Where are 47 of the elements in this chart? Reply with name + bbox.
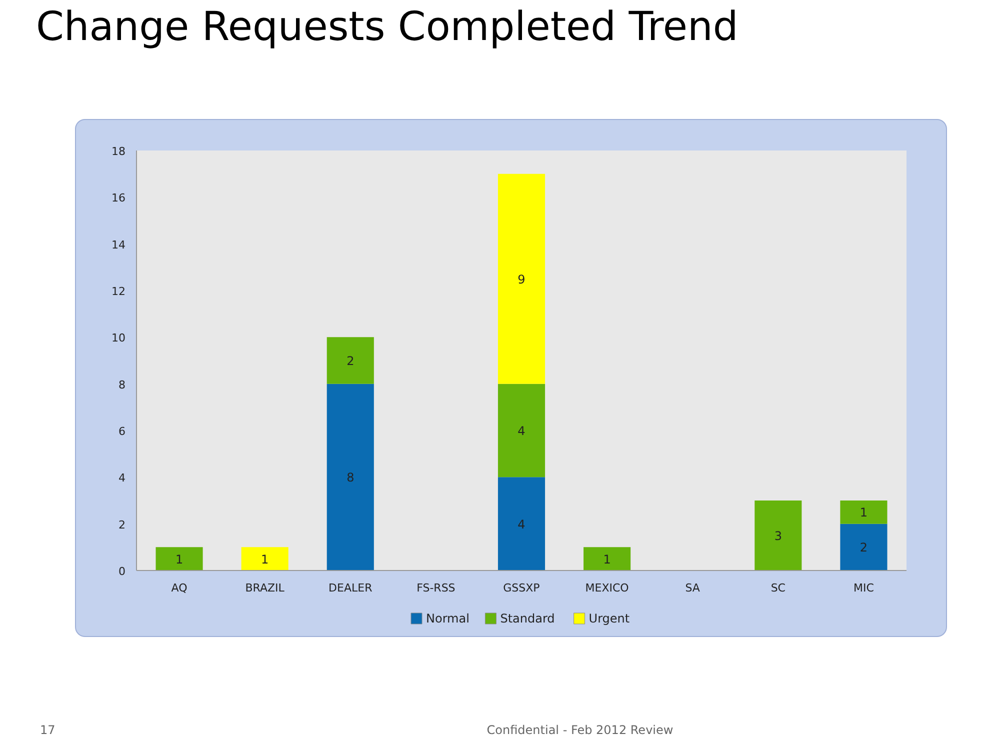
data-label: 4 (518, 424, 526, 438)
data-label: 8 (346, 470, 354, 485)
text: Confidential - Feb 2012 Review (486, 722, 674, 739)
data-label: 1 (261, 552, 269, 566)
x-tick-label: MIC (854, 582, 874, 594)
bar (840, 524, 888, 570)
y-tick-label: 4 (118, 472, 126, 485)
y-tick-label: 2 (118, 518, 126, 532)
chart-title: Change Requests Completed Trend (36, 4, 738, 50)
y-tick-label: 14 (112, 238, 126, 252)
data-label: 2 (860, 540, 868, 555)
bar (840, 500, 888, 524)
legend-label: Normal (426, 612, 470, 626)
x-tick-label: FS-RSS (416, 582, 456, 594)
data-label: 2 (346, 354, 354, 368)
bar (498, 174, 546, 384)
bar (156, 547, 203, 570)
bar (498, 384, 546, 478)
text: 17 (40, 722, 56, 739)
bar (498, 477, 546, 570)
data-label: 4 (518, 517, 526, 532)
x-tick-label: SA (685, 582, 700, 594)
bar (326, 337, 374, 384)
y-tick-label: 10 (112, 332, 126, 345)
x-tick-label: SC (770, 582, 786, 594)
data-label: 3 (774, 529, 782, 543)
y-tick-label: 18 (112, 145, 126, 158)
bar (241, 547, 288, 570)
data-label: 1 (175, 552, 184, 566)
x-tick-label: AQ (171, 582, 188, 594)
data-label: 1 (603, 552, 611, 566)
y-tick-label: 6 (118, 425, 126, 438)
bar (326, 384, 374, 570)
data-label: 9 (518, 272, 526, 286)
data-label: 1 (860, 506, 868, 520)
x-tick-label: MEXICO (585, 582, 630, 594)
bar (754, 500, 802, 570)
y-tick-label: 0 (118, 565, 126, 578)
x-tick-label: DEALER (328, 582, 373, 594)
bar (584, 547, 631, 570)
y-tick-label: 16 (112, 192, 126, 205)
y-tick-label: 8 (118, 378, 126, 392)
x-tick-label: GSSXP (503, 582, 540, 594)
x-tick-label: BRAZIL (245, 582, 286, 594)
y-tick-label: 12 (112, 285, 126, 298)
legend-label: Urgent (588, 612, 630, 626)
legend-label: Standard (500, 612, 555, 626)
